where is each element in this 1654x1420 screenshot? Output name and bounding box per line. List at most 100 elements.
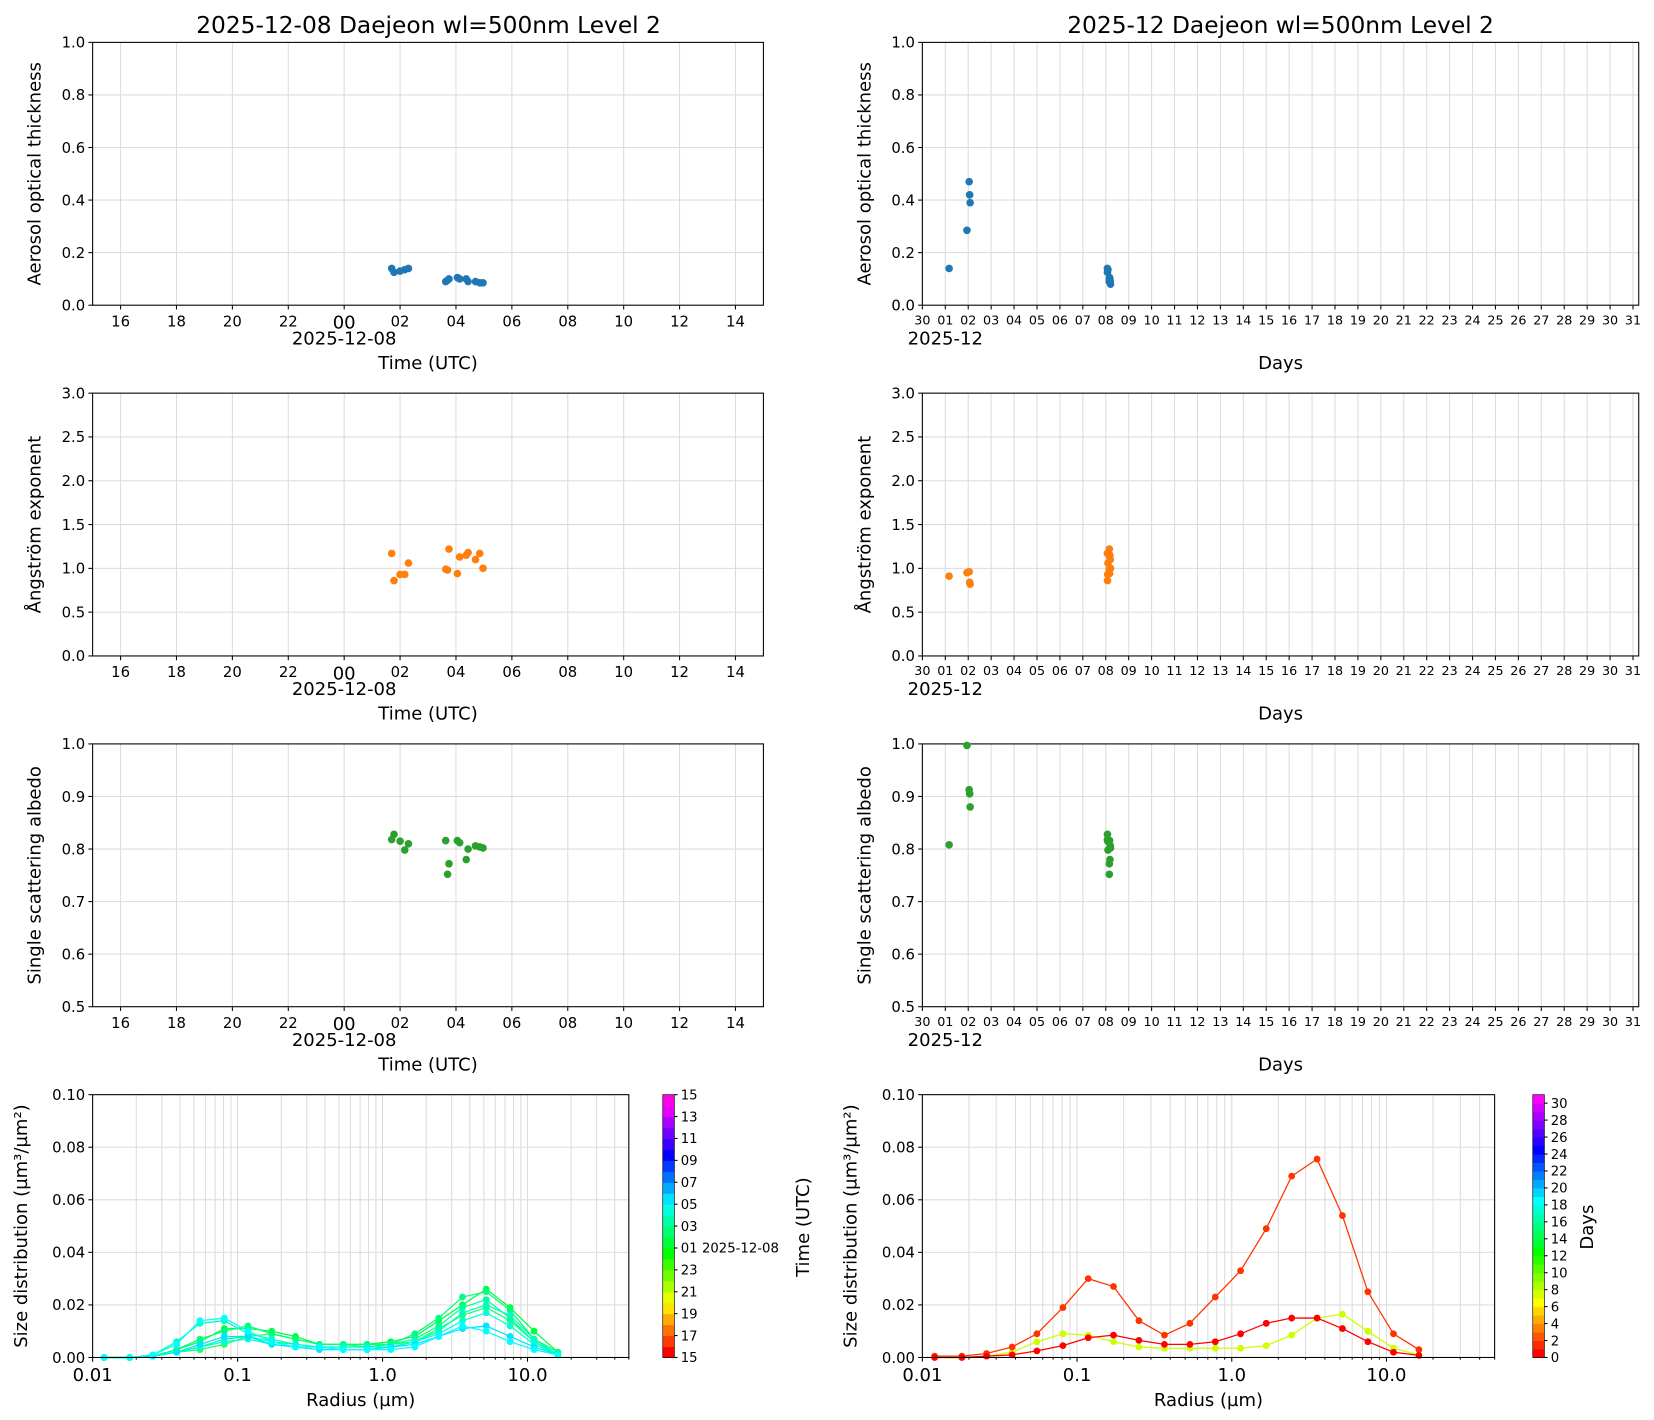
colorbar-bin bbox=[1532, 1264, 1545, 1274]
data-point bbox=[268, 1330, 276, 1338]
chart-0 bbox=[88, 41, 764, 310]
x-tick-label: 28 bbox=[1556, 663, 1572, 678]
x-tick-label: 21 bbox=[1396, 312, 1412, 327]
x-tick-label: 21 bbox=[1396, 1014, 1412, 1029]
x-tick-label: 14 bbox=[726, 664, 745, 681]
data-point bbox=[455, 838, 464, 847]
x-tick-label: 15 bbox=[1258, 312, 1274, 327]
x-tick-label: 09 bbox=[1121, 1014, 1137, 1029]
chart-3 bbox=[918, 392, 1640, 661]
data-point bbox=[316, 1343, 323, 1351]
x-tick-label: 12 bbox=[1189, 663, 1205, 678]
y-tick-label: 0.04 bbox=[52, 1245, 85, 1262]
data-point bbox=[1262, 1319, 1270, 1327]
colorbar-bin bbox=[1532, 1230, 1545, 1240]
data-point bbox=[400, 846, 409, 854]
data-point bbox=[1364, 1327, 1372, 1335]
data-point bbox=[983, 1352, 990, 1360]
data-point bbox=[1059, 1342, 1067, 1350]
data-point bbox=[1110, 1331, 1117, 1339]
y-tick-label: 0.06 bbox=[882, 1192, 915, 1209]
data-point bbox=[292, 1335, 299, 1343]
x-tick-label: 06 bbox=[502, 313, 521, 330]
data-point bbox=[404, 559, 413, 567]
y-tick-label: 0.8 bbox=[62, 841, 86, 858]
data-point bbox=[220, 1314, 228, 1322]
data-point bbox=[443, 566, 452, 574]
colorbar-bin bbox=[1532, 1103, 1545, 1113]
colorbar-bin bbox=[662, 1269, 675, 1282]
x-tick-label: 06 bbox=[502, 1015, 521, 1032]
x-tick-label: 22 bbox=[1419, 663, 1435, 678]
x-tick-label: 18 bbox=[1327, 1014, 1343, 1029]
y-tick-label: 0.4 bbox=[891, 192, 915, 209]
daily-title: 2025-12-08 Daejeon wl=500nm Level 2 bbox=[196, 12, 661, 39]
x-tick-label: 20 bbox=[223, 1015, 242, 1032]
chart-7 bbox=[918, 1094, 1548, 1362]
x-tick-label: 05 bbox=[1029, 663, 1045, 678]
x-tick-label: 09 bbox=[1121, 312, 1137, 327]
data-point bbox=[1161, 1331, 1168, 1339]
data-point bbox=[1106, 555, 1115, 564]
colorbar-tick-label: 0 bbox=[1551, 1351, 1559, 1366]
x-tick-label: 12 bbox=[670, 1015, 689, 1032]
data-point bbox=[963, 226, 971, 235]
colorbar-tick-label: 4 bbox=[1551, 1317, 1559, 1332]
colorbar-bin bbox=[662, 1127, 675, 1140]
y-tick-label: 2.5 bbox=[62, 429, 86, 446]
colorbar-bin bbox=[1532, 1272, 1545, 1282]
y-tick-label: 2.0 bbox=[62, 473, 86, 490]
colorbar-tick-label: 17 bbox=[681, 1329, 698, 1344]
x-tick-label: 0.1 bbox=[1063, 1365, 1092, 1386]
colorbar-bin bbox=[662, 1247, 675, 1260]
data-point bbox=[1415, 1346, 1423, 1353]
colorbar-bin bbox=[1532, 1196, 1545, 1206]
data-point bbox=[387, 549, 396, 558]
size-distribution-line bbox=[934, 1158, 1420, 1357]
data-point bbox=[455, 553, 464, 561]
y-tick-label: 0.0 bbox=[891, 297, 915, 314]
data-point bbox=[1390, 1330, 1397, 1338]
x-tick-label: 04 bbox=[1006, 1014, 1022, 1029]
x-tick-label: 08 bbox=[558, 664, 577, 681]
data-point bbox=[411, 1343, 419, 1351]
y-tick-label: 0.06 bbox=[52, 1192, 85, 1209]
x-tick-label: 31 bbox=[1625, 663, 1641, 678]
x-tick-label: 23 bbox=[1442, 663, 1458, 678]
x-tick-label: 18 bbox=[167, 664, 186, 681]
y-tick-label: 1.0 bbox=[891, 35, 915, 52]
data-point bbox=[475, 549, 484, 558]
data-point bbox=[459, 1317, 466, 1325]
x-tick-label: 17 bbox=[1304, 1014, 1320, 1029]
x-tick-label: 10 bbox=[1144, 663, 1160, 678]
data-point bbox=[464, 845, 472, 853]
x-tick-label: 01 bbox=[937, 1014, 953, 1029]
colorbar-tick-label: 07 bbox=[681, 1176, 698, 1191]
y-tick-label: 0.6 bbox=[891, 946, 915, 963]
x-tick-label: 05 bbox=[1029, 1014, 1045, 1029]
colorbar-tick-label: 8 bbox=[1551, 1283, 1559, 1298]
x-tick-label: 15 bbox=[1258, 1014, 1274, 1029]
colorbar bbox=[662, 1094, 678, 1359]
x-tick-label: 06 bbox=[1052, 663, 1068, 678]
data-point bbox=[1262, 1342, 1270, 1350]
colorbar-bin bbox=[1532, 1213, 1545, 1223]
data-point bbox=[1033, 1347, 1041, 1355]
data-point bbox=[530, 1335, 538, 1343]
colorbar-tick-label: 10 bbox=[1551, 1266, 1568, 1281]
x-tick-label: 22 bbox=[279, 313, 298, 330]
colorbar-tick-label: 18 bbox=[1551, 1199, 1568, 1214]
x-tick-label: 19 bbox=[1350, 663, 1366, 678]
x-tick-label: 24 bbox=[1464, 1014, 1480, 1029]
colorbar-label: Days bbox=[1577, 1205, 1598, 1250]
x-tick-label: 24 bbox=[1464, 663, 1480, 678]
x-tick-label: 11 bbox=[1166, 312, 1182, 327]
y-tick-label: 0.08 bbox=[882, 1140, 915, 1157]
colorbar-tick-label: 19 bbox=[681, 1307, 698, 1322]
y-tick-label: 0.8 bbox=[62, 87, 86, 104]
data-point bbox=[479, 564, 487, 573]
data-point bbox=[363, 1346, 371, 1353]
axes-frame bbox=[921, 392, 1640, 657]
size-distribution-line bbox=[104, 1291, 559, 1359]
